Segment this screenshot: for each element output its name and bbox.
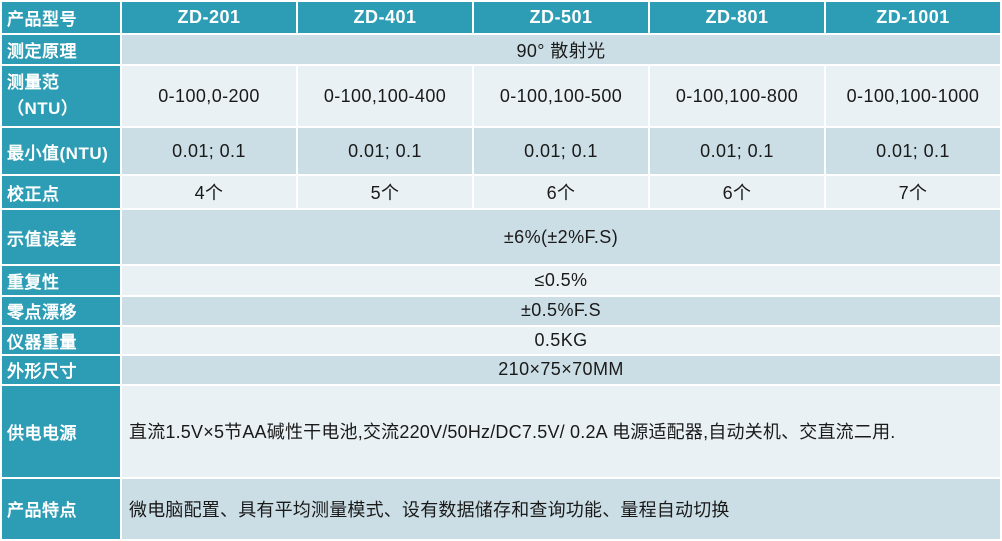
spec-row-power-supply: 供电电源 直流1.5V×5节AA碱性干电池,交流220V/50Hz/DC7.5V…	[2, 385, 1000, 477]
cell-min-zd-1001: 0.01; 0.1	[826, 128, 1000, 175]
cell-range-zd-501: 0-100,100-500	[474, 66, 648, 127]
row-label-dimensions: 外形尺寸	[2, 355, 120, 384]
col-header-zd-401: ZD-401	[298, 2, 472, 34]
cell-power-supply: 直流1.5V×5节AA碱性干电池,交流220V/50Hz/DC7.5V/ 0.2…	[122, 385, 1000, 477]
row-label-indication-error: 示值误差	[2, 210, 120, 265]
col-header-zd-801: ZD-801	[650, 2, 824, 34]
row-label-repeatability: 重复性	[2, 266, 120, 296]
row-label-calibration-points: 校正点	[2, 176, 120, 209]
col-header-zd-201: ZD-201	[122, 2, 296, 34]
row-label-zero-drift: 零点漂移	[2, 297, 120, 325]
spec-row-repeatability: 重复性 ≤0.5%	[2, 266, 1000, 296]
cell-range-zd-401: 0-100,100-400	[298, 66, 472, 127]
spec-row-product-features: 产品特点 微电脑配置、具有平均测量模式、设有数据储存和查询功能、量程自动切换	[2, 478, 1000, 539]
cell-cal-zd-401: 5个	[298, 176, 472, 209]
cell-repeatability: ≤0.5%	[122, 266, 1000, 296]
row-label-minimum-value: 最小值(NTU)	[2, 128, 120, 175]
cell-instrument-weight: 0.5KG	[122, 326, 1000, 354]
row-label-power-supply: 供电电源	[2, 385, 120, 477]
cell-min-zd-801: 0.01; 0.1	[650, 128, 824, 175]
cell-cal-zd-501: 6个	[474, 176, 648, 209]
spec-row-instrument-weight: 仪器重量 0.5KG	[2, 326, 1000, 354]
cell-product-features: 微电脑配置、具有平均测量模式、设有数据储存和查询功能、量程自动切换	[122, 478, 1000, 539]
spec-row-measurement-principle: 测定原理 90° 散射光	[2, 35, 1000, 65]
cell-min-zd-201: 0.01; 0.1	[122, 128, 296, 175]
col-header-zd-501: ZD-501	[474, 2, 648, 34]
cell-min-zd-401: 0.01; 0.1	[298, 128, 472, 175]
spec-row-minimum-value: 最小值(NTU) 0.01; 0.1 0.01; 0.1 0.01; 0.1 0…	[2, 128, 1000, 175]
cell-measurement-principle: 90° 散射光	[122, 35, 1000, 65]
cell-cal-zd-201: 4个	[122, 176, 296, 209]
spec-row-dimensions: 外形尺寸 210×75×70MM	[2, 355, 1000, 384]
col-header-zd-1001: ZD-1001	[826, 2, 1000, 34]
cell-cal-zd-1001: 7个	[826, 176, 1000, 209]
spec-row-zero-drift: 零点漂移 ±0.5%F.S	[2, 297, 1000, 325]
cell-min-zd-501: 0.01; 0.1	[474, 128, 648, 175]
spec-row-header: 产品型号 ZD-201 ZD-401 ZD-501 ZD-801 ZD-1001	[2, 2, 1000, 34]
cell-cal-zd-801: 6个	[650, 176, 824, 209]
row-label-instrument-weight: 仪器重量	[2, 326, 120, 354]
cell-dimensions: 210×75×70MM	[122, 355, 1000, 384]
spec-row-calibration-points: 校正点 4个 5个 6个 6个 7个	[2, 176, 1000, 209]
cell-range-zd-1001: 0-100,100-1000	[826, 66, 1000, 127]
spec-row-measuring-range: 测量范 （NTU） 0-100,0-200 0-100,100-400 0-10…	[2, 66, 1000, 127]
row-label-measurement-principle: 测定原理	[2, 35, 120, 65]
cell-range-zd-801: 0-100,100-800	[650, 66, 824, 127]
cell-zero-drift: ±0.5%F.S	[122, 297, 1000, 325]
spec-row-indication-error: 示值误差 ±6%(±2%F.S)	[2, 210, 1000, 265]
cell-indication-error: ±6%(±2%F.S)	[122, 210, 1000, 265]
row-label-product-model: 产品型号	[2, 2, 120, 34]
row-label-measuring-range: 测量范 （NTU）	[2, 66, 120, 127]
cell-range-zd-201: 0-100,0-200	[122, 66, 296, 127]
row-label-product-features: 产品特点	[2, 478, 120, 539]
